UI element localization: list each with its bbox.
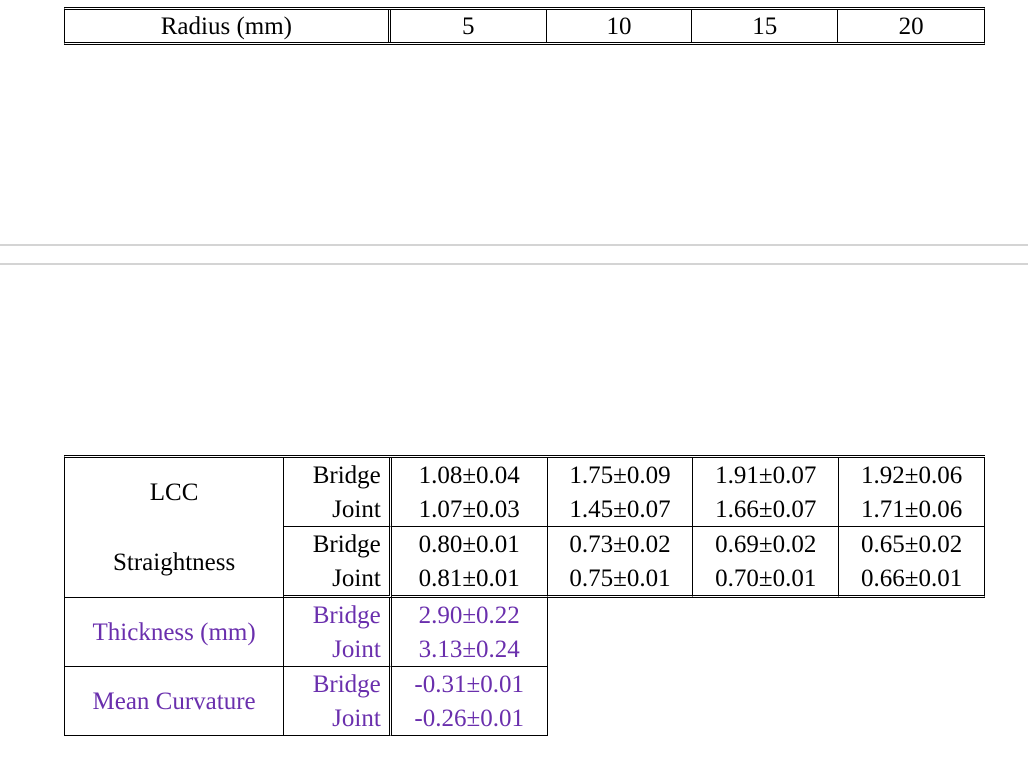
value-cell: 1.45±0.07 xyxy=(547,492,694,527)
empty-cell xyxy=(693,701,840,736)
separator-line-bottom xyxy=(0,263,1028,265)
metric-label-thickness: Thickness (mm) xyxy=(65,598,285,667)
metric-label-straightness: Straightness xyxy=(65,527,285,598)
value-cell: 1.07±0.03 xyxy=(391,492,548,527)
value-cell: 1.71±0.06 xyxy=(839,492,985,527)
table-row: Mean Curvature Bridge -0.31±0.01 xyxy=(65,667,985,736)
table-row: Joint 1.07±0.03 1.45±0.07 1.66±0.07 1.71… xyxy=(65,492,985,527)
table-row: Joint 0.81±0.01 0.75±0.01 0.70±0.01 0.66… xyxy=(65,561,985,598)
radius-label: Radius (mm) xyxy=(65,10,391,42)
metric-label-lcc: LCC xyxy=(65,458,285,527)
sublabel-bridge: Bridge xyxy=(284,458,392,492)
value-cell: 0.70±0.01 xyxy=(693,561,840,598)
value-cell: 0.75±0.01 xyxy=(547,561,694,598)
empty-cell xyxy=(547,701,694,736)
metric-label-mean-curvature: Mean Curvature xyxy=(65,667,285,736)
separator-line-top xyxy=(0,244,1028,246)
sublabel-bridge: Bridge xyxy=(284,527,392,561)
value-cell: -0.31±0.01 xyxy=(392,667,548,701)
table-row: Thickness (mm) Bridge 2.90±0.22 xyxy=(65,598,985,667)
empty-cell xyxy=(693,632,840,667)
radius-value-15: 15 xyxy=(692,10,839,42)
empty-cell xyxy=(547,632,694,667)
sublabel-joint: Joint xyxy=(284,632,392,667)
header-table: Radius (mm) 5 10 15 20 xyxy=(64,7,985,45)
empty-cell xyxy=(547,598,694,632)
empty-cell xyxy=(547,667,694,701)
empty-cell xyxy=(693,667,840,701)
value-cell: 1.92±0.06 xyxy=(839,458,985,492)
value-cell: 0.73±0.02 xyxy=(548,527,694,561)
empty-cell xyxy=(839,701,985,736)
value-cell: 1.08±0.04 xyxy=(392,458,548,492)
sublabel-bridge: Bridge xyxy=(284,667,392,701)
value-cell: 0.66±0.01 xyxy=(839,561,985,598)
table-row: Joint -0.26±0.01 xyxy=(65,701,985,736)
radius-value-5: 5 xyxy=(391,10,547,42)
radius-value-10: 10 xyxy=(547,10,693,42)
value-cell: 1.91±0.07 xyxy=(693,458,840,492)
empty-cell xyxy=(839,632,985,667)
value-cell: 0.65±0.02 xyxy=(839,527,985,561)
value-cell: 0.69±0.02 xyxy=(693,527,840,561)
empty-cell xyxy=(839,667,985,701)
value-cell: 0.81±0.01 xyxy=(391,561,548,598)
table-row: Joint 3.13±0.24 xyxy=(65,632,985,667)
radius-value-20: 20 xyxy=(898,12,924,40)
empty-cell xyxy=(693,598,840,632)
table-row: Straightness Bridge 0.80±0.01 0.73±0.02 … xyxy=(65,527,985,598)
value-cell: 0.80±0.01 xyxy=(392,527,548,561)
empty-cell xyxy=(839,598,985,632)
results-table: LCC Bridge 1.08±0.04 1.75±0.09 1.91±0.07… xyxy=(64,455,985,736)
table-row: LCC Bridge 1.08±0.04 1.75±0.09 1.91±0.07… xyxy=(65,458,985,527)
value-cell: 2.90±0.22 xyxy=(392,598,548,632)
sublabel-joint: Joint xyxy=(284,701,392,736)
sublabel-joint: Joint xyxy=(284,492,392,527)
value-cell: -0.26±0.01 xyxy=(391,701,548,736)
sublabel-joint: Joint xyxy=(284,561,392,598)
value-cell: 1.66±0.07 xyxy=(693,492,840,527)
value-cell: 3.13±0.24 xyxy=(391,632,548,667)
header-row: Radius (mm) 5 10 15 20 xyxy=(65,10,984,42)
sublabel-bridge: Bridge xyxy=(284,598,392,632)
value-cell: 1.75±0.09 xyxy=(548,458,694,492)
